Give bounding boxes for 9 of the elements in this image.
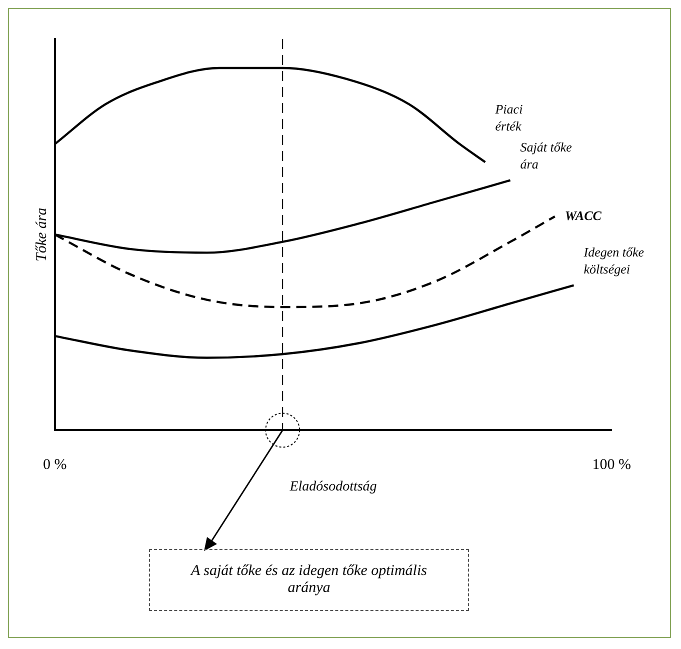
series-label: WACC <box>564 208 602 223</box>
text: Piaci érték <box>494 102 524 134</box>
series-label: Idegen tőke költségei <box>582 244 644 277</box>
y-axis-title: Tőke ára <box>34 208 50 262</box>
x-tick-label: 100 % <box>592 457 631 474</box>
x-tick-label: 0 % <box>43 457 67 474</box>
x-axis-title: Eladósodottság <box>288 479 377 494</box>
text: A saját tőke és az idegen tőke optimális aránya <box>149 549 469 611</box>
series-label: Saját tőke ára <box>520 140 572 172</box>
